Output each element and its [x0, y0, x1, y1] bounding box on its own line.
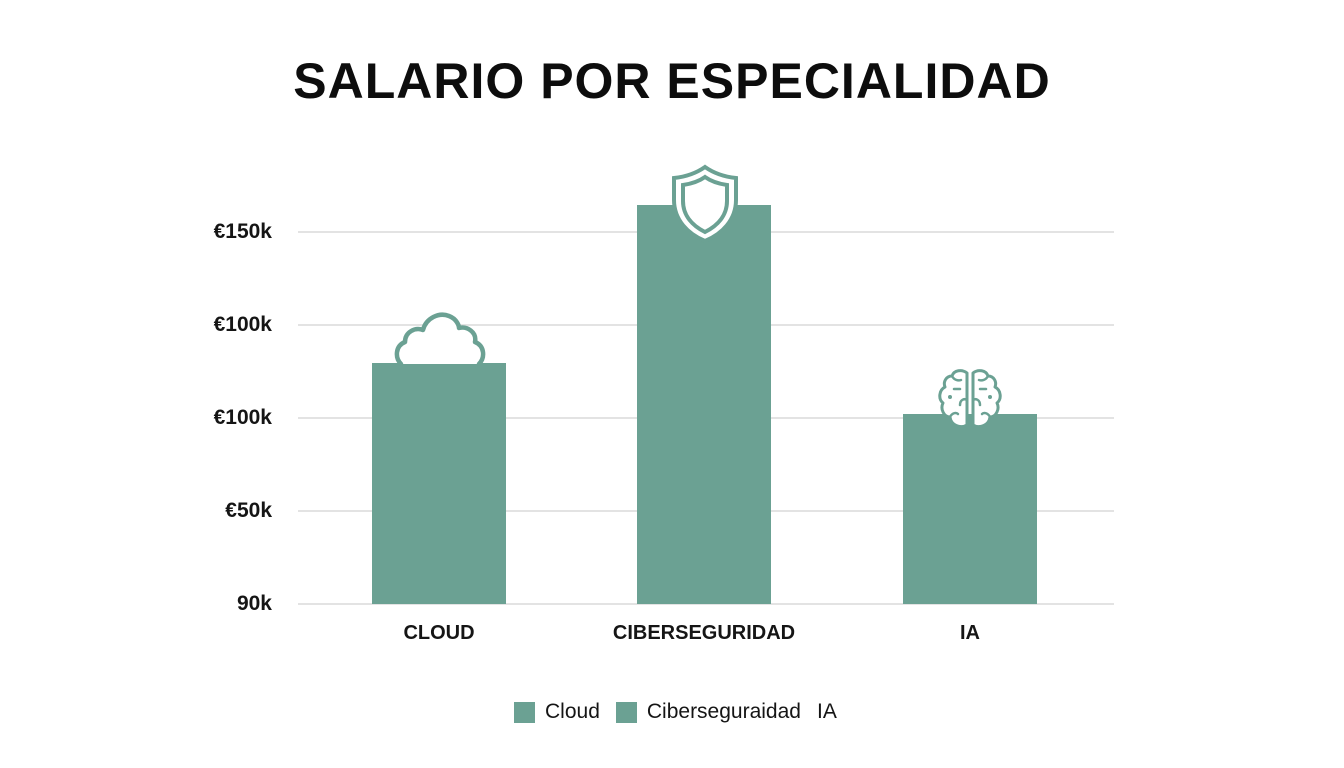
legend-swatch: [615, 701, 637, 723]
gridline: [298, 603, 1114, 605]
y-tick-label: €50k: [225, 499, 272, 522]
legend-item-ia: IA: [817, 700, 837, 724]
legend-swatch: [514, 701, 535, 723]
shield-icon: [672, 164, 738, 244]
y-tick-label: €100k: [213, 406, 272, 429]
y-tick-label: €150k: [213, 220, 272, 243]
legend: Cloud Ciberseguraidad IA: [514, 700, 853, 724]
legend-item-cloud: Cloud: [514, 700, 600, 724]
x-tick-label-ciberseguridad: CIBERSEGURIDAD: [612, 622, 796, 644]
y-tick-label: 90k: [236, 592, 272, 615]
legend-label: Cloud: [545, 700, 600, 723]
brain-icon: [938, 369, 1002, 429]
legend-item-ciberseguridad: Ciberseguraidad: [615, 700, 801, 724]
chart-title: SALARIO POR ESPECIALIDAD: [293, 53, 1051, 109]
legend-label: IA: [816, 700, 837, 723]
bar-ia: [903, 414, 1037, 604]
y-tick-label: €100k: [213, 313, 272, 336]
x-tick-label-cloud: CLOUD: [403, 622, 475, 644]
legend-label: Ciberseguraidad: [646, 700, 801, 723]
bar-ciberseguridad: [637, 205, 771, 604]
bar-cloud: [372, 363, 506, 604]
cloud-icon: [394, 312, 486, 366]
x-tick-label-ia: IA: [960, 622, 980, 644]
